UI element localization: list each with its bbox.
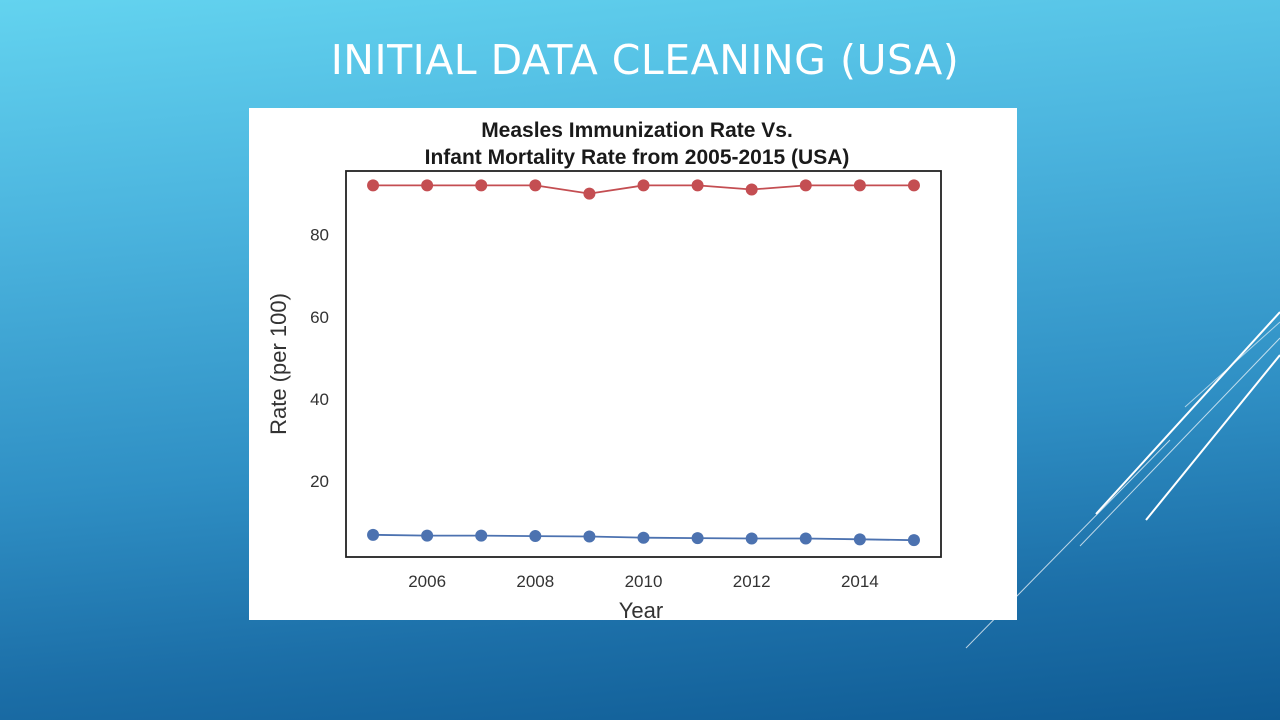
slide-title: INITIAL DATA CLEANING (USA) [330, 36, 960, 84]
chart-figure: Measles Immunization Rate Vs. Infant Mor… [249, 108, 1017, 620]
data-point [799, 532, 812, 545]
x-tick-label: 2012 [733, 572, 771, 591]
line-chart: Measles Immunization Rate Vs. Infant Mor… [266, 119, 942, 620]
data-point [421, 179, 434, 192]
chart-title-line2: Infant Mortality Rate from 2005-2015 (US… [425, 146, 850, 169]
data-point [529, 179, 542, 192]
data-point [583, 187, 596, 200]
x-tick-label: 2006 [408, 572, 446, 591]
x-tick-labels: 2006 2008 2010 2012 2014 [408, 572, 879, 591]
data-point [637, 531, 650, 544]
x-tick-label: 2010 [625, 572, 663, 591]
deco-line [1184, 321, 1280, 408]
x-tick-label: 2014 [841, 572, 879, 591]
deco-line [1145, 354, 1280, 521]
y-tick-label: 60 [310, 308, 329, 327]
y-tick-label: 80 [310, 226, 329, 245]
data-point [745, 183, 758, 196]
data-point [853, 179, 866, 192]
data-point [691, 179, 704, 192]
data-point [637, 179, 650, 192]
data-point [745, 532, 758, 545]
deco-line [1095, 311, 1280, 515]
data-point [421, 529, 434, 542]
chart-title-line1: Measles Immunization Rate Vs. [481, 119, 793, 142]
data-point [529, 530, 542, 543]
data-point [583, 530, 596, 543]
data-point [475, 529, 488, 542]
y-tick-labels: 20 40 60 80 [310, 226, 329, 491]
series-layer [367, 179, 920, 547]
y-tick-label: 20 [310, 472, 329, 491]
data-point [853, 533, 866, 546]
data-point [367, 179, 380, 192]
data-point [367, 528, 380, 541]
data-point [907, 179, 920, 192]
x-axis-label: Year [619, 598, 663, 620]
data-point [691, 532, 704, 545]
plot-frame [345, 170, 942, 558]
y-axis-label: Rate (per 100) [266, 293, 291, 435]
deco-line [1079, 337, 1280, 547]
data-point [907, 534, 920, 547]
x-tick-label: 2008 [516, 572, 554, 591]
data-point [475, 179, 488, 192]
data-point [799, 179, 812, 192]
y-tick-label: 40 [310, 390, 329, 409]
